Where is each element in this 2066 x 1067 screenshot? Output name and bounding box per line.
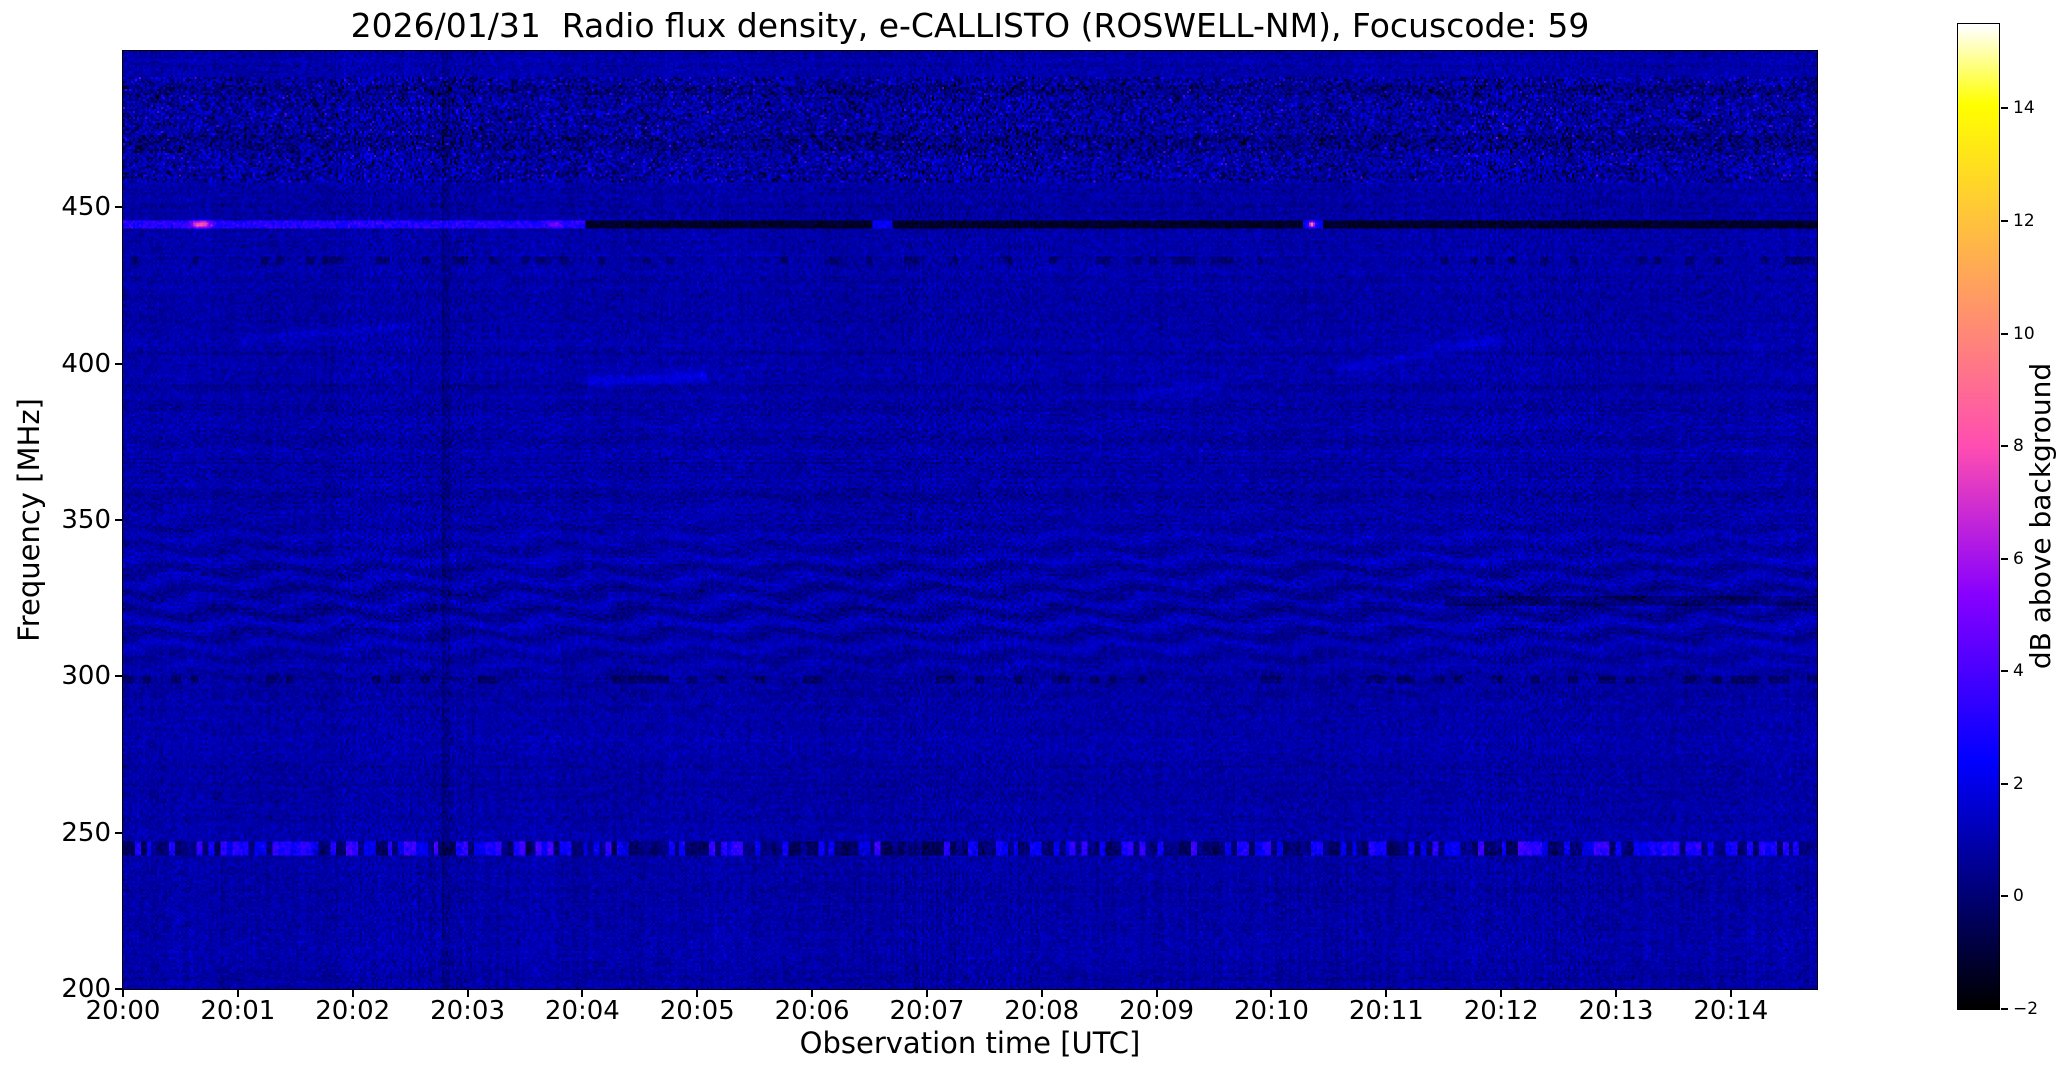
x-tick-label: 20:14 — [1693, 996, 1769, 1026]
colorbar — [1957, 23, 2000, 1010]
colorbar-tick-mark — [2001, 782, 2008, 785]
x-tick-label: 20:12 — [1463, 996, 1539, 1026]
x-tick-label: 20:00 — [85, 996, 161, 1026]
x-tick-mark — [351, 989, 354, 997]
x-tick-label: 20:10 — [1234, 996, 1309, 1026]
x-tick-mark — [1155, 989, 1158, 997]
colorbar-tick-label: −2 — [2013, 999, 2039, 1019]
x-tick-label: 20:03 — [430, 996, 505, 1026]
colorbar-tick-mark — [2001, 670, 2008, 673]
x-tick-mark — [122, 989, 124, 997]
x-tick-label: 20:04 — [544, 996, 620, 1026]
y-tick-label: 350 — [61, 505, 111, 535]
x-tick-mark — [1500, 989, 1503, 997]
colorbar-tick-label: 2 — [2013, 773, 2024, 794]
x-tick-label: 20:11 — [1348, 996, 1424, 1026]
colorbar-tick-mark — [2001, 332, 2008, 335]
y-tick-mark — [115, 519, 123, 521]
colorbar-tick-mark — [2001, 895, 2008, 898]
y-tick-mark — [115, 206, 123, 209]
y-tick-label: 450 — [61, 192, 111, 223]
x-tick-mark — [696, 989, 699, 997]
y-tick-mark — [115, 988, 123, 990]
y-tick-mark — [115, 362, 123, 365]
colorbar-tick-label: 6 — [2013, 548, 2024, 569]
y-tick-mark — [115, 675, 123, 678]
x-tick-label: 20:06 — [774, 996, 850, 1026]
x-tick-mark — [1270, 989, 1273, 997]
x-tick-mark — [811, 989, 814, 997]
y-tick-label: 200 — [61, 974, 111, 1004]
x-tick-label: 20:05 — [659, 996, 735, 1026]
x-tick-label: 20:01 — [200, 996, 276, 1026]
x-tick-mark — [925, 989, 928, 997]
x-tick-mark — [1615, 989, 1618, 997]
y-tick-label: 300 — [61, 661, 111, 692]
colorbar-tick-mark — [2001, 557, 2008, 560]
x-tick-label: 20:07 — [889, 996, 965, 1026]
colorbar-tick-label: 10 — [2013, 323, 2035, 344]
colorbar-tick-mark — [2001, 220, 2008, 222]
y-tick-mark — [115, 831, 123, 834]
x-tick-mark — [466, 989, 469, 997]
x-tick-label: 20:08 — [1004, 996, 1080, 1026]
chart-title: 2026/01/31 Radio flux density, e-CALLIST… — [350, 6, 1590, 45]
x-tick-label: 20:02 — [315, 996, 391, 1026]
x-tick-mark — [581, 989, 584, 997]
x-tick-mark — [1385, 989, 1388, 997]
spectrogram-heatmap — [122, 50, 1818, 990]
y-tick-label: 250 — [61, 817, 111, 848]
y-tick-label: 400 — [61, 348, 111, 379]
x-tick-mark — [1729, 989, 1732, 997]
colorbar-tick-label: 4 — [2013, 661, 2024, 682]
colorbar-tick-mark — [2001, 445, 2008, 448]
colorbar-label: dB above background — [2024, 362, 2057, 670]
colorbar-tick-label: 8 — [2013, 436, 2024, 457]
x-tick-label: 20:13 — [1578, 996, 1654, 1026]
colorbar-tick-label: 12 — [2013, 211, 2035, 231]
colorbar-tick-label: 14 — [2013, 98, 2035, 119]
colorbar-tick-mark — [2001, 107, 2008, 110]
x-tick-label: 20:09 — [1119, 996, 1195, 1026]
x-axis-label: Observation time [UTC] — [799, 1026, 1141, 1060]
x-tick-mark — [236, 989, 239, 997]
colorbar-tick-mark — [2001, 1008, 2008, 1010]
colorbar-tick-label: 0 — [2013, 886, 2024, 907]
x-tick-mark — [1040, 989, 1043, 997]
